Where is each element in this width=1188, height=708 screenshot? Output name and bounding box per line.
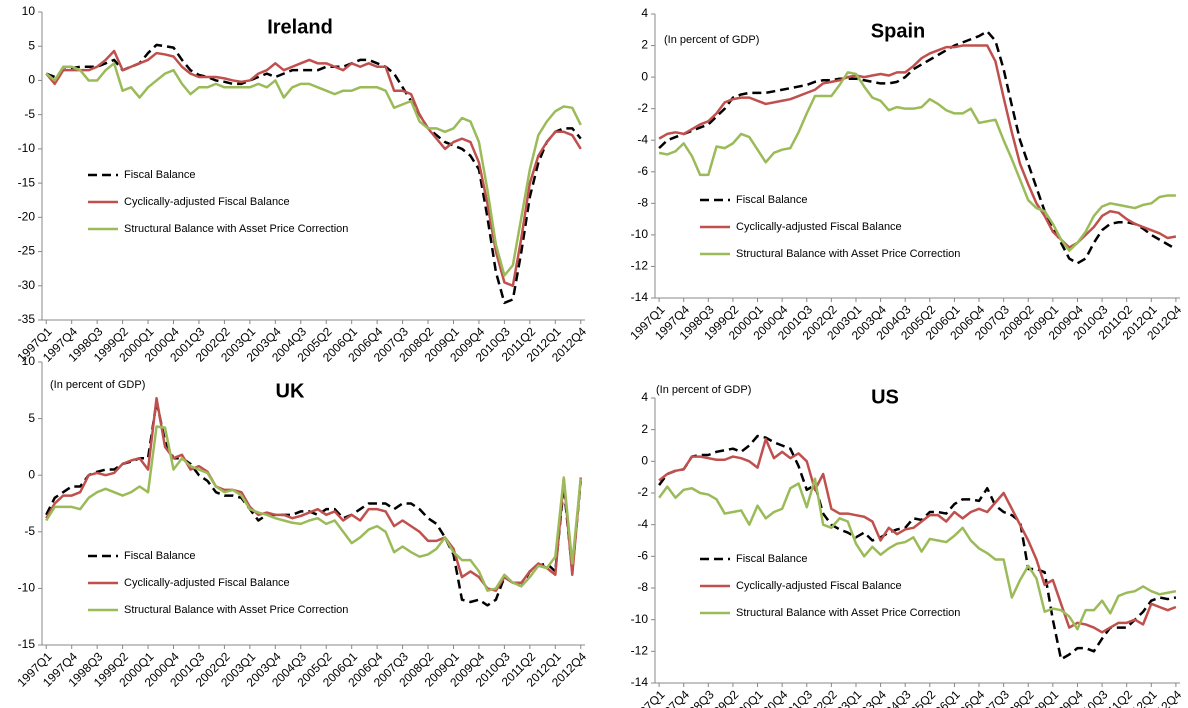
- y-tick-label: 10: [22, 4, 36, 18]
- y-tick-label: -8: [637, 580, 648, 594]
- y-tick-label: -4: [637, 132, 648, 146]
- series-line: [658, 437, 1177, 634]
- legend-label: Cyclically-adjusted Fiscal Balance: [736, 580, 902, 592]
- y-tick-label: 5: [28, 38, 35, 52]
- y-tick-label: -35: [18, 312, 36, 326]
- y-tick-label: 5: [28, 411, 35, 425]
- legend-label: Fiscal Balance: [736, 553, 808, 565]
- y-tick-label: -14: [631, 290, 649, 304]
- y-tick-label: -10: [631, 227, 649, 241]
- legend-label: Cyclically-adjusted Fiscal Balance: [124, 577, 290, 589]
- y-tick-label: -10: [18, 141, 36, 155]
- chart-subtitle: (In percent of GDP): [656, 384, 751, 396]
- y-tick-label: -25: [18, 244, 36, 258]
- chart-subtitle: (In percent of GDP): [664, 34, 759, 46]
- y-tick-label: -5: [24, 524, 35, 538]
- legend-label: Structural Balance with Asset Price Corr…: [736, 248, 960, 260]
- y-tick-label: -15: [18, 637, 36, 651]
- legend-label: Structural Balance with Asset Price Corr…: [124, 604, 348, 616]
- y-tick-label: 0: [28, 467, 35, 481]
- chart-title: Spain: [871, 20, 925, 42]
- y-tick-label: -8: [637, 196, 648, 210]
- y-tick-label: -10: [631, 612, 649, 626]
- legend-label: Cyclically-adjusted Fiscal Balance: [736, 221, 902, 233]
- series-line: [658, 44, 1177, 249]
- y-tick-label: -6: [637, 164, 648, 178]
- y-tick-label: 0: [28, 73, 35, 87]
- y-tick-label: 2: [641, 422, 648, 436]
- chart-subtitle: (In percent of GDP): [50, 379, 145, 391]
- panel: -14-12-10-8-6-4-20241997Q11997Q41998Q319…: [627, 6, 1184, 342]
- y-tick-label: -10: [18, 581, 36, 595]
- y-tick-label: -12: [631, 259, 649, 273]
- chart-title: US: [871, 386, 899, 408]
- y-tick-label: 2: [641, 38, 648, 52]
- legend-label: Fiscal Balance: [736, 194, 808, 206]
- series-line: [45, 49, 582, 288]
- x-tick-label: 1997Q1: [627, 687, 667, 708]
- y-tick-label: 4: [641, 390, 648, 404]
- y-tick-label: -5: [24, 107, 35, 121]
- series-line: [658, 477, 1177, 631]
- series-line: [658, 30, 1177, 265]
- y-tick-label: -12: [631, 644, 649, 658]
- y-tick-label: 0: [641, 69, 648, 83]
- chart-title: Ireland: [267, 16, 333, 38]
- series-line: [658, 434, 1177, 661]
- legend-label: Cyclically-adjusted Fiscal Balance: [124, 196, 290, 208]
- legend-label: Structural Balance with Asset Price Corr…: [124, 223, 348, 235]
- y-tick-label: -15: [18, 175, 36, 189]
- y-tick-label: 4: [641, 6, 648, 20]
- panel: -35-30-25-20-15-10-505101997Q11997Q41998…: [15, 4, 590, 364]
- series-line: [45, 62, 582, 277]
- legend-label: Fiscal Balance: [124, 169, 196, 181]
- y-tick-label: 10: [22, 354, 36, 368]
- y-tick-label: -6: [637, 549, 648, 563]
- y-tick-label: 0: [641, 454, 648, 468]
- y-tick-label: -2: [637, 485, 648, 499]
- legend-label: Structural Balance with Asset Price Corr…: [736, 607, 960, 619]
- y-tick-label: -20: [18, 210, 36, 224]
- panel: -15-10-505101997Q11997Q41998Q31999Q22000…: [15, 354, 590, 689]
- series-line: [45, 425, 583, 592]
- legend-label: Fiscal Balance: [124, 550, 196, 562]
- y-tick-label: -30: [18, 278, 36, 292]
- chart-title: UK: [276, 380, 305, 402]
- series-line: [658, 71, 1176, 252]
- y-tick-label: -2: [637, 101, 648, 115]
- panel: -14-12-10-8-6-4-20241997Q11997Q41998Q319…: [627, 384, 1184, 708]
- y-tick-label: -4: [637, 517, 648, 531]
- y-tick-label: -14: [631, 675, 649, 689]
- series-line: [45, 400, 583, 607]
